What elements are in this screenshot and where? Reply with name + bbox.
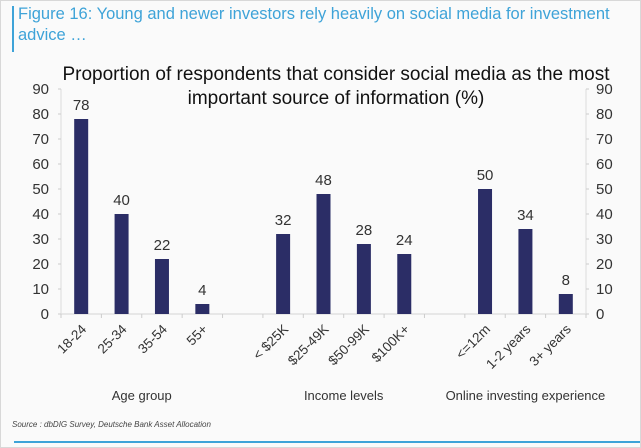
y-tick-label-left: 0 (41, 306, 49, 323)
y-tick-label-left: 40 (32, 206, 49, 223)
bar (276, 234, 291, 314)
y-tick-label-left: 20 (32, 256, 49, 273)
figure-title: Figure 16: Young and newer investors rel… (18, 5, 610, 44)
bar (397, 254, 412, 314)
x-category-label: 1-2 years (483, 321, 534, 372)
source-note: Source : dbDIG Survey, Deutsche Bank Ass… (12, 420, 211, 429)
y-tick-label-left: 60 (32, 156, 49, 173)
bar (195, 304, 210, 314)
bar (74, 119, 89, 314)
bar (316, 194, 331, 314)
y-tick-label-right: 10 (596, 281, 613, 298)
y-tick-label-right: 50 (596, 181, 613, 198)
y-tick-label-right: 40 (596, 206, 613, 223)
bottom-rule (14, 441, 640, 443)
bar (114, 214, 129, 314)
group-label: Age group (112, 388, 172, 403)
x-category-label: <=12m (453, 322, 493, 362)
group-label: Income levels (304, 388, 384, 403)
bar (478, 189, 493, 314)
y-tick-label-left: 90 (32, 81, 49, 98)
y-tick-label-right: 0 (596, 306, 604, 323)
bar (558, 294, 573, 314)
x-category-label: $25-49K (285, 322, 332, 369)
y-tick-label-left: 30 (32, 231, 49, 248)
data-label: 34 (517, 207, 534, 224)
data-label: 8 (562, 272, 570, 289)
y-tick-label-right: 60 (596, 156, 613, 173)
chart-title-line1: Proportion of respondents that consider … (62, 64, 610, 85)
x-category-label: 3+ years (526, 321, 574, 369)
data-label: 28 (356, 222, 373, 239)
x-category-label: 55+ (184, 321, 211, 348)
data-label: 24 (396, 232, 413, 249)
y-tick-label-left: 50 (32, 181, 49, 198)
data-label: 40 (113, 192, 130, 209)
title-accent-bar (12, 6, 14, 52)
x-category-label: $100K+ (369, 321, 413, 365)
bar (518, 229, 533, 314)
group-label: Online investing experience (446, 388, 606, 403)
data-label: 50 (477, 167, 494, 184)
x-category-label: 18-24 (54, 321, 89, 356)
x-category-label: $50-99K (325, 322, 372, 369)
chart-title-line2: important source of information (%) (188, 88, 485, 109)
data-label: 4 (198, 282, 206, 299)
y-tick-label-right: 70 (596, 131, 613, 148)
y-tick-label-right: 90 (596, 81, 613, 98)
y-tick-label-right: 20 (596, 256, 613, 273)
y-tick-label-right: 30 (596, 231, 613, 248)
y-tick-label-right: 80 (596, 106, 613, 123)
y-tick-label-left: 10 (32, 281, 49, 298)
y-tick-label-left: 80 (32, 106, 49, 123)
y-tick-label-left: 70 (32, 131, 49, 148)
data-label: 22 (154, 237, 171, 254)
x-category-label: 25-34 (95, 321, 130, 356)
x-category-label: 35-54 (135, 321, 170, 356)
data-label: 48 (315, 172, 332, 189)
data-label: 78 (73, 97, 90, 114)
bar (154, 259, 169, 314)
data-label: 32 (275, 212, 292, 229)
bar (356, 244, 371, 314)
